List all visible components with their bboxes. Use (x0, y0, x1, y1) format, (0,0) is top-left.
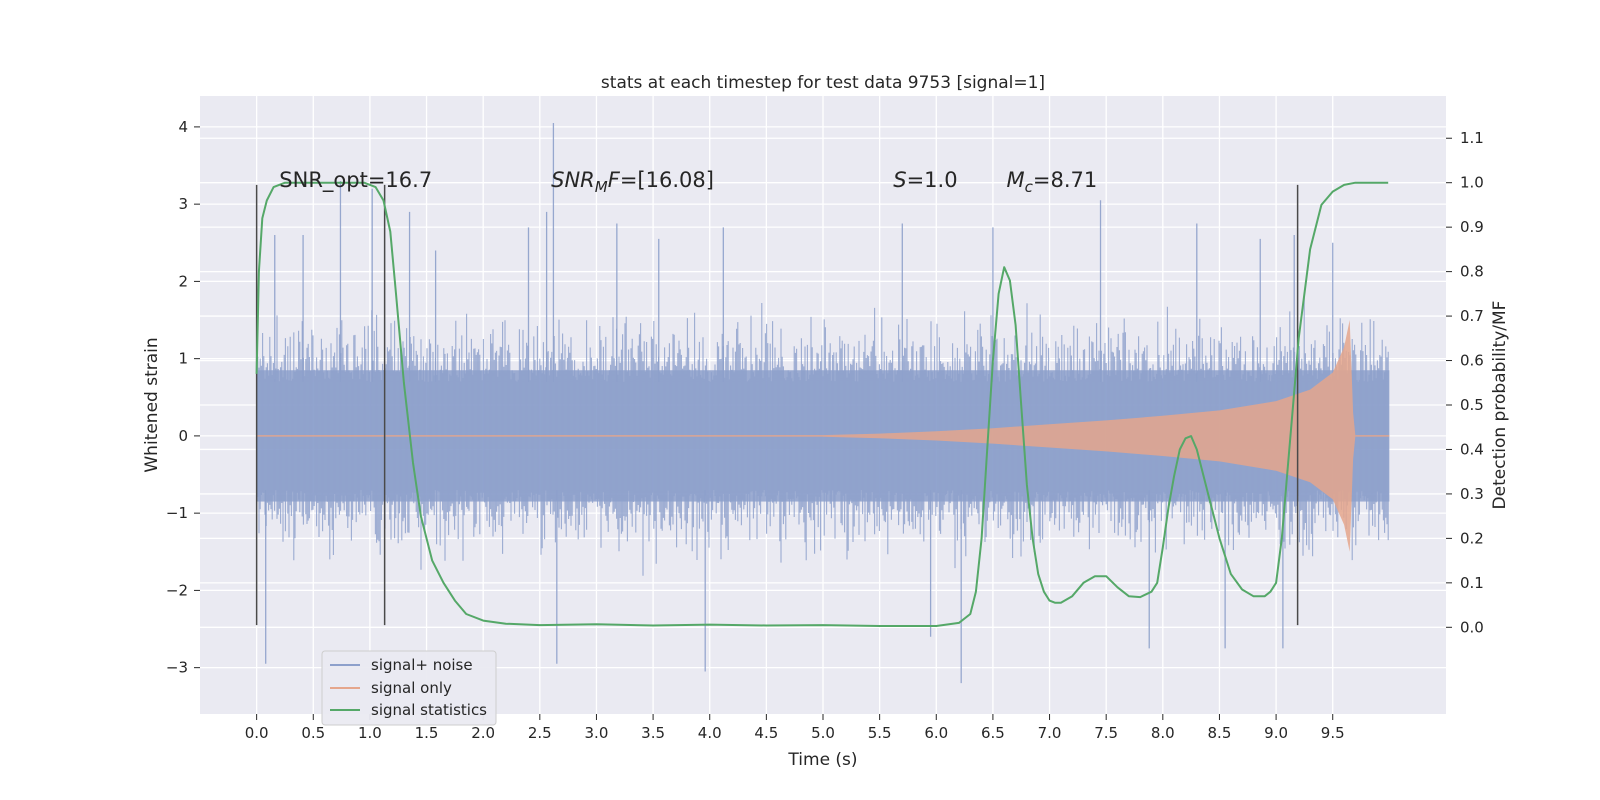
legend-entry-signal-statistics: signal statistics (371, 701, 487, 719)
y2-tick-label: 0.5 (1460, 396, 1484, 414)
x-tick-label: 8.0 (1151, 724, 1175, 742)
y-tick-label: 2 (178, 272, 188, 290)
x-tick-label: 1.0 (358, 724, 382, 742)
y2-tick-label: 0.4 (1460, 440, 1484, 458)
y2-axis-label: Detection probability/MF (1490, 301, 1510, 510)
y-tick-label: 1 (178, 350, 188, 368)
x-tick-label: 5.0 (811, 724, 835, 742)
x-tick-label: 6.5 (981, 724, 1005, 742)
legend-box (321, 650, 497, 726)
x-tick-label: 2.0 (471, 724, 495, 742)
y2-tick-label: 1.1 (1460, 129, 1484, 147)
x-tick-label: 4.5 (754, 724, 778, 742)
x-tick-label: 2.5 (528, 724, 552, 742)
x-tick-label: 0.5 (301, 724, 325, 742)
y2-tick-label: 0.1 (1460, 574, 1484, 592)
x-tick-label: 3.0 (585, 724, 609, 742)
x-tick-label: 9.0 (1264, 724, 1288, 742)
y2-tick-label: 0.0 (1460, 618, 1484, 636)
y2-tick-label: 0.2 (1460, 529, 1484, 547)
legend-entry-signal-only: signal only (371, 679, 452, 697)
y-axis-label: Whitened strain (142, 337, 162, 472)
annotation: S=1.0 (893, 168, 957, 192)
x-tick-label: 6.0 (924, 724, 948, 742)
y-tick-label: −3 (166, 659, 188, 677)
y2-tick-label: 0.3 (1460, 485, 1484, 503)
series-signal-only (256, 320, 1390, 552)
vertical-markers (255, 184, 1299, 626)
y2-tick-label: 0.8 (1460, 263, 1484, 281)
annotations: SNR_opt=16.7 SNRM​F=[16.08] S=1.0 Mc​=8.71 (279, 168, 1097, 196)
annotation: Mc​=8.71 (1007, 168, 1098, 196)
annotation: SNR_opt=16.7 (279, 168, 432, 193)
x-tick-label: 8.5 (1208, 724, 1232, 742)
x-axis-ticks: 0.0 0.5 1.0 1.5 2.0 2.5 3.0 3.5 4.0 4.5 5.0 5.5 6.0 6… (245, 714, 1345, 742)
x-tick-label: 4.0 (698, 724, 722, 742)
y2-tick-label: 0.6 (1460, 352, 1484, 370)
chart-title: stats at each timestep for test data 975… (601, 73, 1045, 93)
y-tick-label: −2 (166, 581, 188, 599)
annotation: SNRM​F=[16.08] (551, 168, 714, 196)
y2-tick-label: 1.0 (1460, 174, 1484, 192)
x-tick-label: 0.0 (245, 724, 269, 742)
signal-chirp (823, 320, 1356, 552)
series-signal-statistics (255, 181, 1389, 627)
y2-tick-label: 0.9 (1460, 218, 1484, 236)
y-tick-label: −1 (166, 504, 188, 522)
x-tick-label: 3.5 (641, 724, 665, 742)
y2-axis-ticks: 0.0 0.1 0.2 0.3 0.4 0.5 0.6 0.7 0.8 0.9 1.0 1.1 (1446, 129, 1484, 636)
x-axis-label: Time (s) (787, 750, 857, 770)
y2-tick-label: 0.7 (1460, 307, 1484, 325)
legend: signal+ noise signal only signal statist… (321, 650, 497, 726)
signal-statistics-line (255, 181, 1389, 627)
y-tick-label: 4 (178, 118, 188, 136)
x-tick-label: 7.0 (1038, 724, 1062, 742)
x-tick-label: 7.5 (1094, 724, 1118, 742)
x-tick-label: 1.5 (415, 724, 439, 742)
y-tick-label: 0 (178, 427, 188, 445)
legend-entry-signal-noise: signal+ noise (371, 656, 473, 674)
x-tick-label: 9.5 (1321, 724, 1345, 742)
y-axis-ticks: −3 −2 −1 0 1 2 3 4 (166, 118, 200, 677)
x-tick-label: 5.5 (868, 724, 892, 742)
y-tick-label: 3 (178, 195, 188, 213)
